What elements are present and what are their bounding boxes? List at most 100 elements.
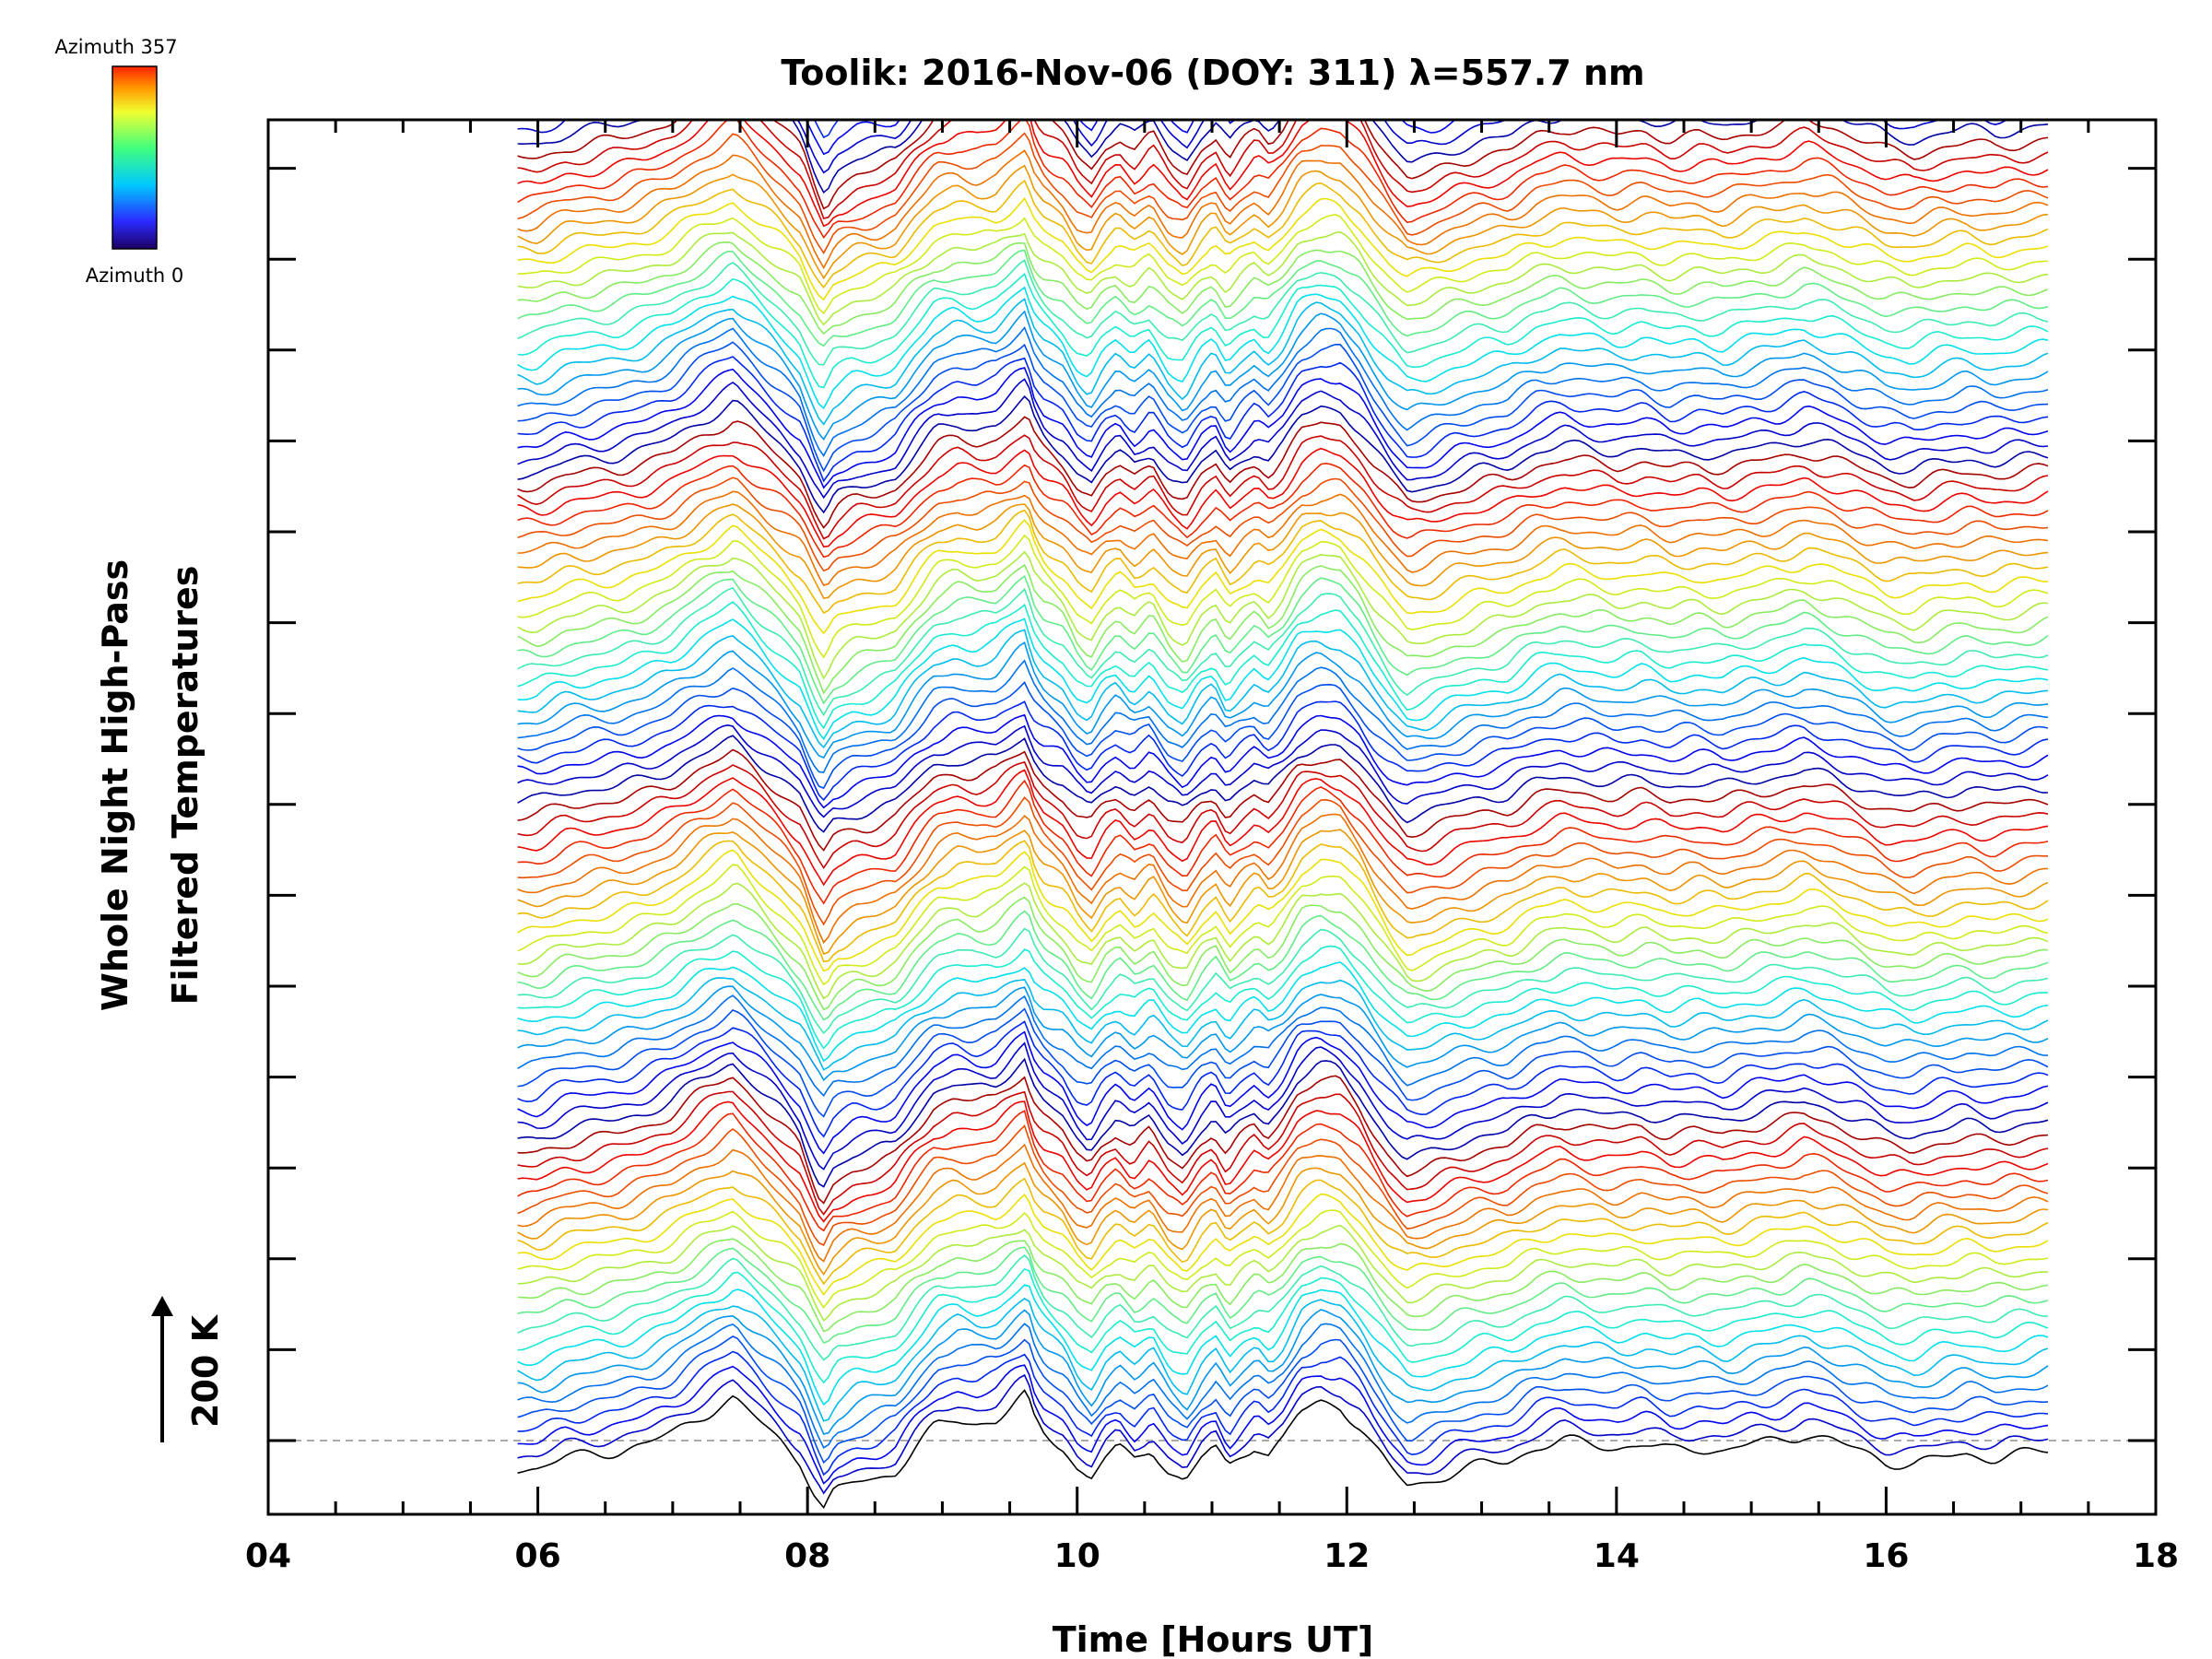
- x-axis-ticks: [266, 120, 2158, 1514]
- series-line: [517, 945, 2049, 1050]
- series-line: [517, 1309, 2049, 1435]
- x-axis-tick-labels: 04 06 08 10 12 14 16 18: [245, 1537, 2179, 1575]
- series-line: [517, 1335, 2049, 1465]
- series-line: [517, 534, 2049, 659]
- series-line: [517, 1224, 2049, 1323]
- series-line: [517, 378, 2049, 500]
- series-line: [517, 779, 2049, 905]
- series-line: [517, 896, 2049, 1011]
- series-line: [517, 259, 2049, 366]
- series-line: [517, 1284, 2049, 1406]
- series-line: [517, 1030, 2049, 1155]
- series-line: [517, 629, 2049, 749]
- series-line: [517, 840, 2049, 963]
- y-axis-label-line2: Filtered Temperatures: [165, 566, 206, 1006]
- x-tick-label: 16: [1863, 1537, 1909, 1575]
- series-line: [517, 1246, 2049, 1344]
- series-line: [517, 1267, 2049, 1384]
- series-line: [517, 447, 2049, 548]
- scale-label: 200 K: [185, 1313, 226, 1428]
- series-line: [517, 1100, 2049, 1223]
- series-line: [517, 910, 2049, 1021]
- x-tick-label: 12: [1324, 1537, 1370, 1575]
- series-line: [517, 713, 2049, 809]
- series-line: [517, 1373, 2049, 1495]
- series-line: [517, 586, 2049, 717]
- scale-arrow-head: [151, 1296, 173, 1316]
- series-line: [517, 1161, 2049, 1277]
- series-line: [517, 132, 2049, 254]
- series-line: [517, 961, 2049, 1063]
- series-line: [517, 1041, 2049, 1171]
- series-line: [517, 1177, 2049, 1286]
- series-line: [517, 1090, 2049, 1216]
- series-line: [517, 813, 2049, 945]
- series-line: [517, 477, 2049, 572]
- x-tick-label: 18: [2133, 1537, 2179, 1575]
- series-line: [517, 1007, 2049, 1118]
- series-line: [517, 864, 2049, 986]
- series-line: [517, 490, 2049, 586]
- series-line: [517, 120, 2049, 228]
- y-axis-ticks: [268, 167, 2156, 1442]
- series-line: [517, 829, 2049, 956]
- series-line: [517, 298, 2049, 426]
- series-line: [517, 985, 2049, 1082]
- series-line: [517, 724, 2049, 818]
- series-line: [517, 120, 2049, 240]
- series-line: [518, 0, 2048, 56]
- series-line: [517, 994, 2049, 1098]
- series-line: [517, 310, 2049, 441]
- series-line: [517, 1297, 2049, 1422]
- series-line: [517, 196, 2049, 301]
- series-line: [517, 164, 2049, 280]
- series-line: [517, 179, 2049, 289]
- series-line: [517, 618, 2049, 741]
- series-line: [517, 748, 2049, 852]
- series-line: [517, 659, 2049, 773]
- series-line: [517, 503, 2049, 599]
- series-line: [517, 735, 2049, 833]
- series-line: [517, 882, 2049, 1000]
- x-tick-label: 08: [784, 1537, 830, 1575]
- series-line: [517, 367, 2049, 489]
- series-line: [517, 230, 2049, 326]
- series-line: [517, 601, 2049, 730]
- series-line: [517, 149, 2049, 270]
- series-line: [518, 0, 2048, 4]
- series-line: [517, 681, 2049, 790]
- series-line: [517, 1238, 2049, 1333]
- series-line: [517, 120, 2049, 219]
- series-line: [517, 286, 2049, 410]
- scale-indicator: 200 K: [151, 1296, 226, 1442]
- series-line: [517, 641, 2049, 759]
- series-line: [517, 574, 2049, 705]
- series-line: [517, 1124, 2049, 1246]
- series-line: [517, 214, 2049, 315]
- series-line: [517, 1075, 2049, 1205]
- series-line: [517, 550, 2049, 680]
- series-line: [518, 0, 2048, 26]
- series-line: [517, 1389, 2049, 1510]
- series-line: [517, 519, 2049, 635]
- legend-top-label: Azimuth 357: [54, 36, 177, 58]
- series-line: [517, 356, 2049, 483]
- series-line: [517, 563, 2049, 695]
- x-tick-label: 04: [245, 1537, 291, 1575]
- series-line: [517, 760, 2049, 870]
- chart-title: Toolik: 2016-Nov-06 (DOY: 311) λ=557.7 n…: [781, 53, 1644, 93]
- series-line: [517, 1209, 2049, 1309]
- series-line: [517, 241, 2049, 335]
- series-line: [517, 462, 2049, 559]
- series-line: [517, 1020, 2049, 1138]
- series-line: [517, 1254, 2049, 1361]
- series-line: [517, 769, 2049, 887]
- series-line: [517, 120, 2049, 210]
- series-line: [517, 395, 2049, 514]
- legend-colorbar: [112, 65, 158, 250]
- series-line: [517, 434, 2049, 540]
- series-line: [517, 1143, 2049, 1263]
- series-line: [517, 927, 2049, 1034]
- series-line: [517, 1323, 2049, 1449]
- legend-bottom-label: Azimuth 0: [86, 265, 184, 287]
